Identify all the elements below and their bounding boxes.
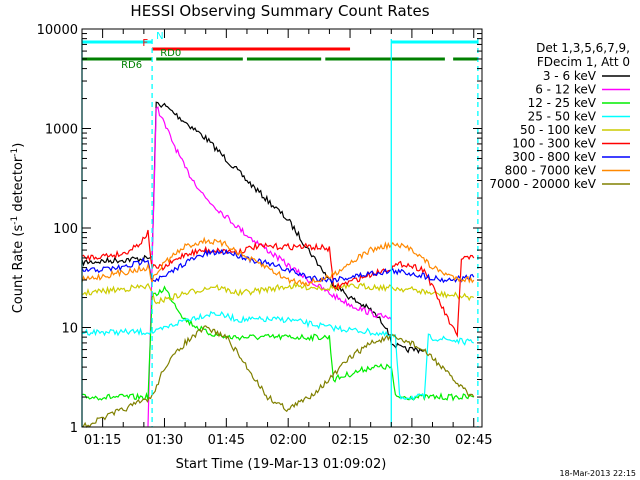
x-tick-label-4: 02:15 <box>331 433 368 448</box>
series-line-6-12-kev <box>147 106 392 427</box>
x-tick-label-2: 01:45 <box>208 433 245 448</box>
x-tick-label-0: 01:15 <box>84 433 121 448</box>
x-tick-label-5: 02:30 <box>393 433 430 448</box>
legend-label-6-12-kev: 6 - 12 keV <box>535 83 597 97</box>
x-tick-label-3: 02:00 <box>269 433 306 448</box>
series-layer <box>81 101 475 428</box>
chart-title: HESSI Observing Summary Count Rates <box>130 2 429 20</box>
x-tick-label-6: 02:45 <box>455 433 492 448</box>
legend-label-300-800-kev: 300 - 800 keV <box>512 150 596 164</box>
flag-label-n: N <box>156 31 163 42</box>
y-axis-label-mid: detector <box>11 156 26 216</box>
series-line-100-300-kev <box>81 229 475 338</box>
series-line-7000-20000-kev <box>81 325 475 428</box>
timestamp: 18-Mar-2013 22:15 <box>560 469 637 478</box>
axis-layer: 1 10 100 1000 10000 01:15 01:30 01:45 02:00 02:15… <box>37 23 493 448</box>
y-axis-label-end: ) <box>11 143 26 148</box>
legend-label-7000-20000-kev: 7000 - 20000 keV <box>489 177 596 191</box>
y-axis-label-sup2: -1 <box>10 148 20 157</box>
legend-label-100-300-kev: 100 - 300 keV <box>512 137 596 151</box>
legend-label-12-25-kev: 12 - 25 keV <box>528 96 597 110</box>
y-axis-label-main: Count Rate (s <box>11 225 26 314</box>
y-tick-label-3: 1000 <box>45 123 78 138</box>
flag-layer: NF RD0 RD6 <box>82 31 478 71</box>
series-line-12-25-kev <box>81 285 474 402</box>
legend-label-25-50-kev: 25 - 50 keV <box>528 110 597 124</box>
flag-label-rd0: RD0 <box>160 48 181 59</box>
legend-label-3-6-kev: 3 - 6 keV <box>543 69 597 83</box>
y-tick-label-2: 100 <box>53 222 78 237</box>
series-line-50-100-kev <box>81 281 475 305</box>
y-tick-label-4: 10000 <box>37 23 78 38</box>
y-tick-label-0: 1 <box>70 421 78 436</box>
y-axis-label-sup1: -1 <box>10 216 20 225</box>
x-tick-label-1: 01:30 <box>146 433 183 448</box>
legend: Det 1,3,5,6,7,9, FDecim 1, Att 0 3 - 6 k… <box>489 41 630 191</box>
series-line-25-50-kev <box>81 310 474 401</box>
legend-header-line-1: Det 1,3,5,6,7,9, <box>536 41 630 55</box>
flag-label-f: F <box>142 38 148 49</box>
legend-header-line-2: FDecim 1, Att 0 <box>537 55 630 69</box>
series-line-300-800-kev <box>81 248 475 284</box>
y-axis-label: Count Rate (s-1 detector-1) <box>10 143 26 314</box>
y-tick-label-1: 10 <box>61 322 78 337</box>
x-axis-label: Start Time (19-Mar-13 01:09:02) <box>176 457 387 472</box>
legend-label-50-100-kev: 50 - 100 keV <box>520 123 597 137</box>
flag-label-rd6: RD6 <box>121 60 142 71</box>
series-line-800-7000-kev <box>81 236 475 287</box>
legend-label-800-7000-kev: 800 - 7000 keV <box>505 164 597 178</box>
